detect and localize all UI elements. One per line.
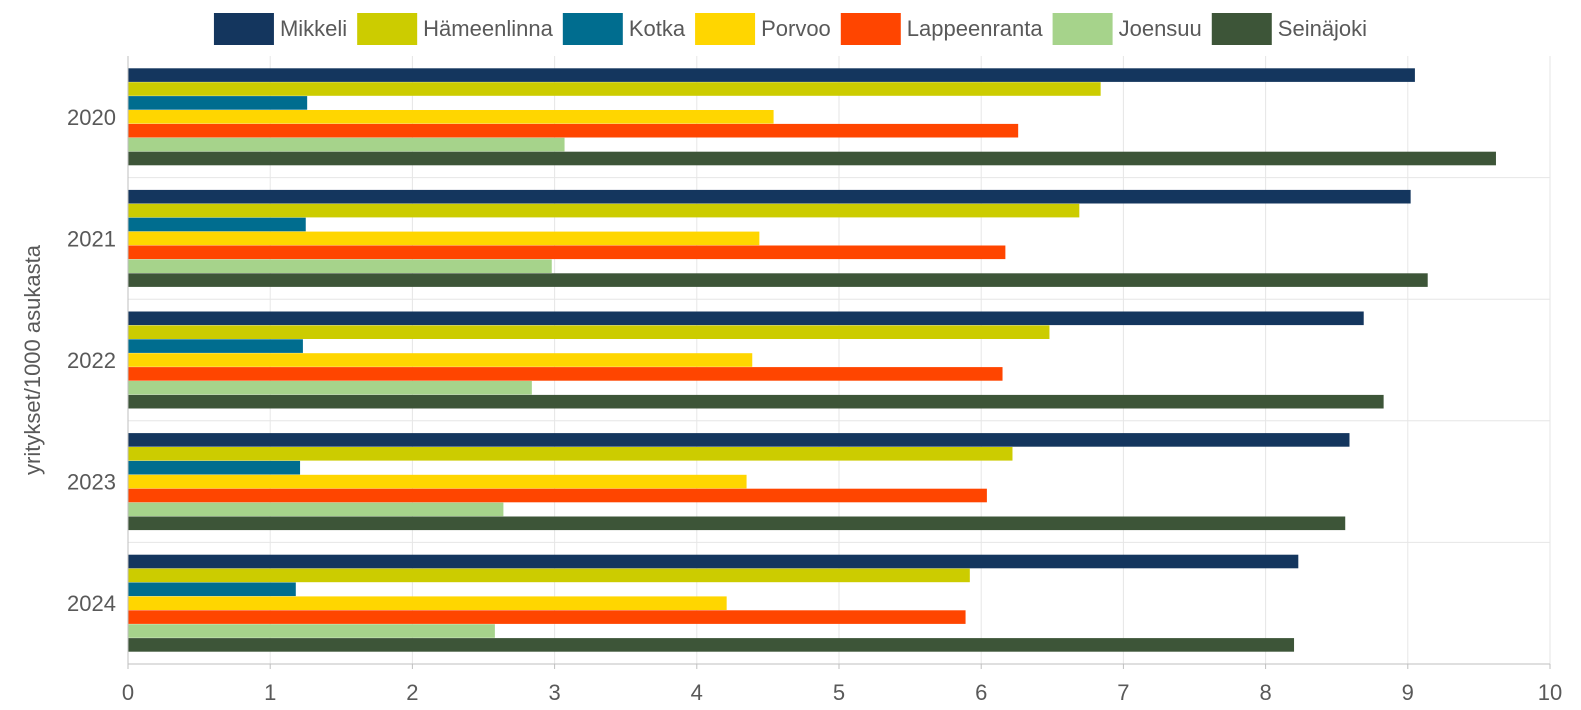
bar xyxy=(128,582,296,597)
bar xyxy=(128,137,565,152)
legend-label: Lappeenranta xyxy=(907,16,1044,41)
y-tick-label: 2020 xyxy=(67,105,116,130)
bar xyxy=(128,394,1384,409)
legend-swatch xyxy=(840,13,901,45)
legend-label: Hämeenlinna xyxy=(423,16,553,41)
bar xyxy=(128,82,1101,96)
legend-swatch xyxy=(213,13,274,45)
bar xyxy=(128,516,1346,531)
x-tick-label: 0 xyxy=(122,680,134,705)
bar xyxy=(128,68,1415,82)
bar xyxy=(128,259,552,273)
legend-label: Porvoo xyxy=(761,16,831,41)
bar xyxy=(128,353,753,367)
bar xyxy=(128,610,966,624)
bar xyxy=(128,123,1019,138)
x-tick-label: 5 xyxy=(833,680,845,705)
bar xyxy=(128,273,1428,287)
legend-label: Seinäjoki xyxy=(1278,16,1367,41)
bar xyxy=(128,189,1411,204)
axes: 2020 2021 2022 2023 2024 0 1 2 3 4 5 6 7 8 9 10 xyxy=(67,56,1562,705)
bar xyxy=(128,231,760,246)
legend-label: Kotka xyxy=(629,16,686,41)
y-tick-label: 2022 xyxy=(67,348,116,373)
bar xyxy=(128,96,308,110)
bar xyxy=(128,339,303,353)
bar xyxy=(128,367,1003,381)
bar xyxy=(128,203,1080,218)
bar xyxy=(128,325,1050,339)
bar xyxy=(128,217,306,232)
bar xyxy=(128,447,1013,461)
legend-swatch xyxy=(1052,13,1113,45)
x-tick-label: 8 xyxy=(1259,680,1271,705)
x-tick-label: 10 xyxy=(1538,680,1562,705)
y-tick-label: 2023 xyxy=(67,470,116,495)
bar xyxy=(128,554,1299,569)
bar xyxy=(128,488,987,503)
x-tick-label: 7 xyxy=(1117,680,1129,705)
bar xyxy=(128,245,1006,260)
legend-label: Mikkeli xyxy=(280,16,347,41)
bar xyxy=(128,568,970,583)
x-tick-label: 1 xyxy=(264,680,276,705)
legend: Mikkeli Hämeenlinna Kotka Porvoo Lappeenrant… xyxy=(213,13,1367,45)
bar xyxy=(128,460,301,475)
legend-swatch xyxy=(695,13,756,45)
y-tick-label: 2021 xyxy=(67,226,116,251)
legend-label: Joensuu xyxy=(1119,16,1202,41)
x-tick-label: 9 xyxy=(1402,680,1414,705)
bar xyxy=(128,151,1496,166)
bar xyxy=(128,381,532,395)
x-tick-label: 3 xyxy=(548,680,560,705)
bar xyxy=(128,638,1295,652)
x-tick-label: 2 xyxy=(406,680,418,705)
bar xyxy=(128,474,747,489)
y-tick-label: 2024 xyxy=(67,591,116,616)
x-tick-label: 4 xyxy=(691,680,703,705)
bar xyxy=(128,502,504,517)
bar xyxy=(128,433,1350,447)
bar xyxy=(128,311,1364,326)
bar xyxy=(128,624,495,638)
x-tick-label: 6 xyxy=(975,680,987,705)
bars xyxy=(128,68,1496,652)
legend-swatch xyxy=(1211,13,1272,45)
bar xyxy=(128,596,727,610)
y-axis-title: yritykset/1000 asukasta xyxy=(20,244,45,475)
bar xyxy=(128,110,774,124)
legend-swatch xyxy=(562,13,623,45)
legend-swatch xyxy=(357,13,418,45)
